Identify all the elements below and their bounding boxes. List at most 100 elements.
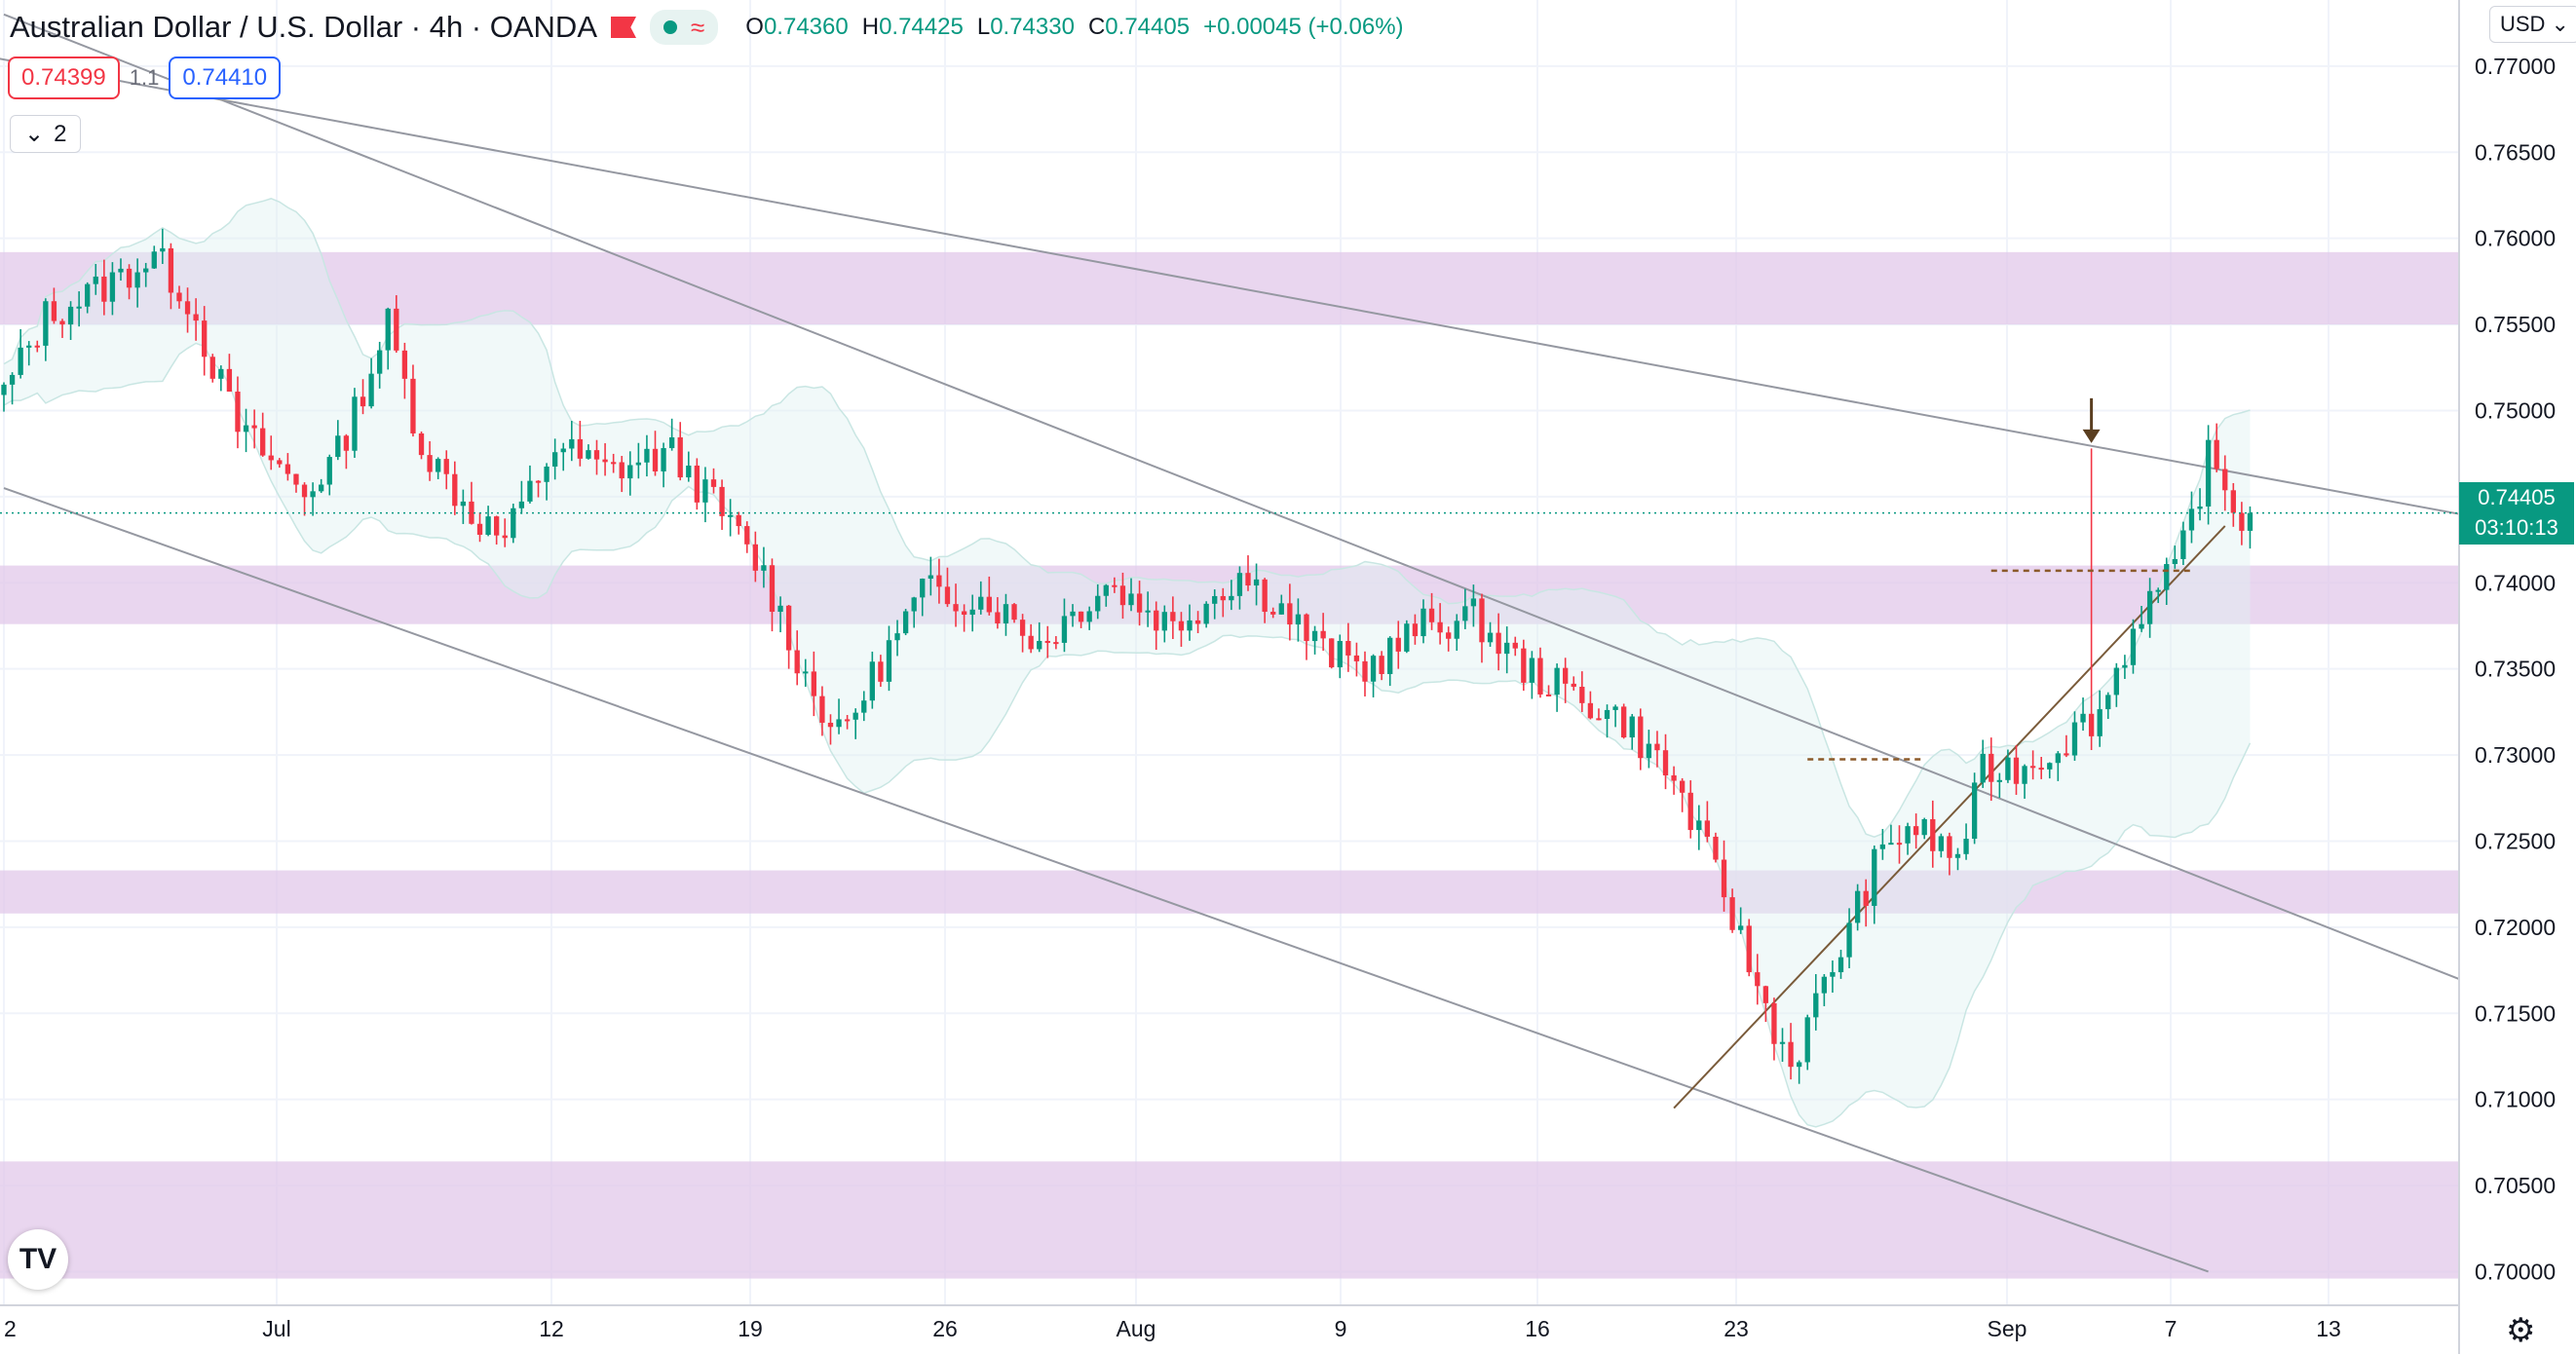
price-tick-label: 0.71500 [2475,1000,2556,1026]
time-tick-label: 2 [4,1316,17,1341]
candle-body [277,460,283,465]
candle-body [184,301,191,315]
indicator-count: 2 [54,120,67,147]
indicators-toggle[interactable]: ⌄ 2 [10,115,82,153]
candle-body [1804,1017,1810,1063]
tradingview-logo-icon[interactable]: TV [8,1229,68,1290]
time-tick-label: 12 [539,1316,564,1341]
candle-body [1579,687,1585,703]
candle-body [1872,848,1877,906]
zone-rect [0,870,2459,914]
candle-body [819,696,825,723]
low-value: 0.74330 [990,14,1075,40]
candle-body [235,392,241,433]
candle-body [310,491,316,498]
candle-body [736,514,741,527]
candle-body [1680,780,1686,793]
candle-body [661,448,666,471]
candle-body [635,462,642,466]
candle-body [1729,897,1735,930]
candle-body [677,436,683,478]
candle-body [469,501,474,524]
candle-body [385,308,391,351]
zone-rect [0,565,2459,624]
candle-body [602,459,608,463]
candle-body [1813,993,1819,1018]
chevron-down-icon: ⌄ [2551,12,2569,36]
candle-body [476,523,483,536]
last-price-label: 0.74405 03:10:13 [2459,481,2574,545]
candle-body [995,612,1001,623]
candle-body [844,719,851,722]
candle-body [1755,972,1761,987]
candle-body [2230,490,2236,513]
candle-body [920,579,926,598]
candle-body [1212,595,1218,604]
price-tick-label: 0.71000 [2475,1087,2556,1112]
bar-countdown: 03:10:13 [2475,514,2558,540]
candle-body [953,604,959,612]
flag-icon[interactable] [611,17,636,38]
candle-body [2071,722,2078,756]
candle-body [1529,658,1535,683]
candle-body [2088,713,2095,736]
candle-body [803,671,809,674]
candle-body [1437,621,1443,633]
candle-body [2005,757,2011,780]
price-tick-label: 0.75500 [2475,312,2556,337]
candle-body [301,484,308,498]
candle-body [1311,630,1318,642]
candle-body [18,347,23,375]
candle-body [1262,579,1268,613]
time-axis: 2 Jul 12 19 26 Aug 9 16 23 Sep 7 13 [4,1316,2341,1341]
candle-body [410,378,416,433]
candle-body [1487,632,1494,643]
candle-body [2197,506,2203,509]
candle-body [1521,648,1527,683]
open-value: 0.74360 [763,14,849,40]
candle-body [2022,766,2027,784]
open-label: O [745,14,764,40]
candle-body [1353,655,1360,661]
candle-body [694,465,701,503]
candle-body [668,436,675,449]
candle-body [319,484,324,492]
sell-button[interactable]: 0.74399 [8,56,120,99]
symbol-title[interactable]: Australian Dollar / U.S. Dollar · 4h · O… [10,10,597,44]
buy-button[interactable]: 0.74410 [169,56,282,99]
candle-body [59,320,65,325]
candle-body [218,368,224,379]
candle-body [794,650,800,674]
candle-body [151,251,157,269]
close-value: 0.74405 [1105,14,1191,40]
candle-body [1587,702,1594,719]
candle-body [377,350,383,374]
candle-body [1762,986,1769,1003]
candle-body [284,464,291,474]
candle-body [101,276,107,302]
market-status-pill[interactable]: ≈ [650,10,719,45]
symbol-name: Australian Dollar / U.S. Dollar [10,10,403,44]
candle-body [1971,782,1978,840]
candle-body [1854,890,1861,923]
channel-trendline [0,57,2459,515]
candle-body [1687,792,1693,831]
currency-label: USD [2500,12,2546,36]
candle-body [2172,558,2178,565]
candle-body [485,516,491,536]
candle-body [1061,616,1068,643]
candle-body [1078,611,1084,622]
candle-body [652,448,659,471]
gear-icon[interactable]: ⚙ [2506,1312,2536,1349]
candle-body [1421,608,1426,637]
high-value: 0.74425 [879,14,964,40]
candle-body [1203,603,1209,624]
currency-selector[interactable]: USD ⌄ [2489,6,2576,43]
candle-body [902,611,909,634]
candle-body [886,640,892,682]
candle-body [577,438,584,459]
candle-body [1462,606,1468,621]
price-tick-label: 0.70500 [2475,1173,2556,1198]
candle-body [1654,743,1660,751]
